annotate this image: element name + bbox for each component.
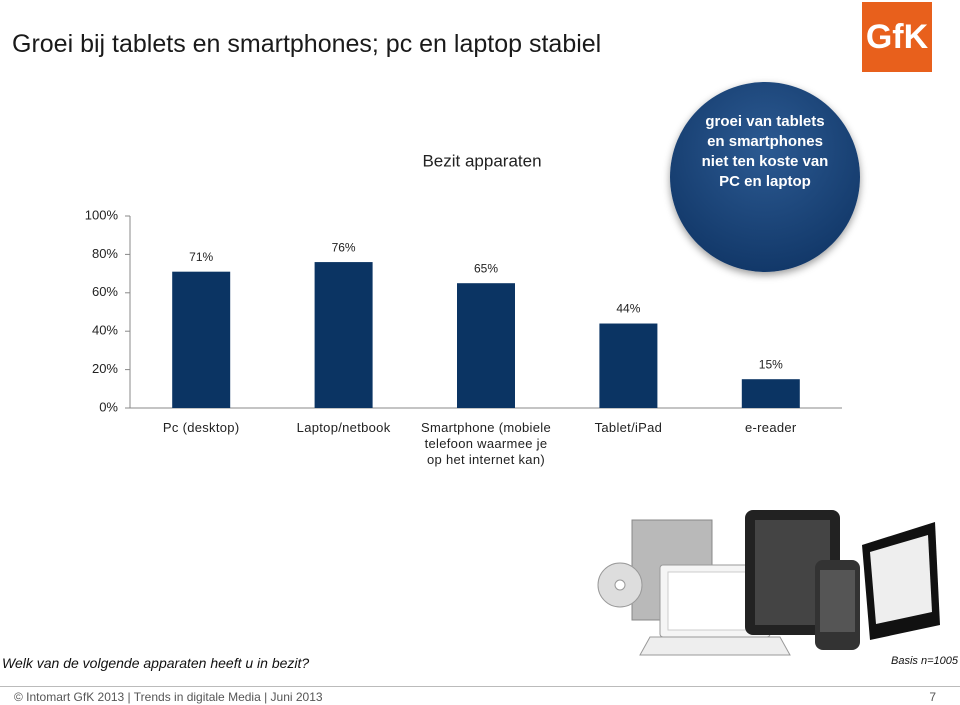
value-label: 15% (759, 357, 783, 371)
y-tick-label: 20% (92, 361, 118, 376)
bar (741, 379, 800, 408)
bar (314, 262, 373, 408)
callout-text: groei van tablets en smartphones niet te… (701, 113, 829, 190)
x-tick-label: Smartphone (mobiele telefoon waarmee je … (421, 420, 551, 467)
slide-title: Groei bij tablets en smartphones; pc en … (12, 30, 602, 58)
x-tick-label: Laptop/netbook (296, 420, 391, 435)
value-label: 71% (189, 250, 213, 264)
callout-circle (670, 82, 860, 272)
chart-title: Bezit apparaten (422, 151, 541, 170)
y-tick-label: 80% (92, 246, 118, 261)
y-tick-label: 40% (92, 323, 118, 338)
y-tick-label: 0% (99, 399, 118, 414)
bar (172, 271, 231, 408)
value-label: 65% (474, 261, 498, 275)
footer-text: © Intomart GfK 2013 | Trends in digitale… (14, 690, 323, 704)
value-label: 76% (332, 240, 356, 254)
page-number: 7 (929, 690, 936, 704)
basis: Basis n=1005 (891, 655, 958, 667)
value-label: 44% (616, 302, 640, 316)
x-tick-label: e-reader (745, 420, 797, 435)
bar (599, 323, 658, 408)
bar (457, 283, 515, 408)
question: Welk van de volgende apparaten heeft u i… (2, 655, 310, 671)
devices-illustration (597, 510, 940, 656)
y-tick-label: 60% (92, 284, 118, 299)
x-tick-label: Pc (desktop) (162, 420, 240, 435)
y-tick-label: 100% (85, 207, 119, 222)
x-tick-label: Tablet/iPad (594, 420, 663, 435)
logo: GfK (862, 2, 932, 72)
footer-rule (0, 686, 960, 687)
